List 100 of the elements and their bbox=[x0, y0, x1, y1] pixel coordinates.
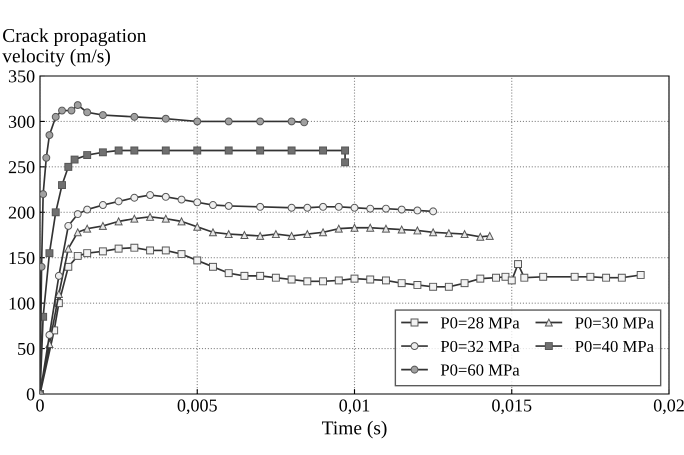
point bbox=[618, 274, 626, 282]
point bbox=[74, 228, 82, 236]
point bbox=[288, 232, 296, 240]
point bbox=[114, 197, 123, 206]
point bbox=[178, 196, 186, 204]
point bbox=[256, 202, 264, 211]
point bbox=[146, 212, 154, 221]
y-tick-label: 250 bbox=[8, 161, 34, 174]
point bbox=[319, 202, 328, 211]
point bbox=[256, 117, 264, 126]
point bbox=[288, 146, 296, 154]
point bbox=[64, 262, 72, 271]
point bbox=[350, 224, 358, 232]
point bbox=[319, 146, 328, 154]
point bbox=[162, 146, 170, 154]
point bbox=[114, 244, 123, 253]
point bbox=[45, 330, 54, 339]
y-tick-label: 0 bbox=[26, 388, 34, 400]
point bbox=[83, 108, 92, 116]
point bbox=[256, 146, 264, 154]
point bbox=[240, 231, 248, 239]
y-tick-label: 50 bbox=[18, 342, 34, 356]
point bbox=[398, 279, 406, 288]
point bbox=[45, 249, 54, 258]
point bbox=[130, 194, 138, 202]
x-axis-title: Time (s) bbox=[322, 420, 387, 438]
point bbox=[300, 118, 308, 126]
point bbox=[98, 148, 107, 156]
point bbox=[74, 101, 82, 110]
point bbox=[366, 276, 374, 284]
point bbox=[272, 274, 280, 282]
point bbox=[460, 230, 469, 238]
y-tick-label: 350 bbox=[8, 70, 34, 82]
point bbox=[224, 117, 233, 126]
point bbox=[209, 262, 217, 271]
point bbox=[130, 244, 138, 252]
point bbox=[319, 277, 328, 286]
point bbox=[602, 274, 610, 282]
point bbox=[350, 274, 358, 283]
point bbox=[272, 230, 280, 238]
point bbox=[350, 204, 358, 212]
point bbox=[42, 154, 50, 162]
point bbox=[334, 224, 343, 233]
point bbox=[256, 232, 264, 240]
point bbox=[130, 112, 138, 121]
point bbox=[193, 198, 202, 206]
legend-label: P0=32 MPa bbox=[440, 340, 520, 352]
point bbox=[334, 276, 343, 284]
point bbox=[98, 222, 107, 230]
point bbox=[40, 190, 48, 198]
point bbox=[398, 206, 406, 214]
point bbox=[98, 111, 107, 120]
point bbox=[45, 131, 54, 140]
point bbox=[429, 207, 438, 216]
point bbox=[52, 208, 60, 216]
point bbox=[83, 151, 92, 160]
point bbox=[460, 279, 469, 288]
point bbox=[64, 162, 72, 171]
y-axis-title: Crack propagation velocity (m/s) bbox=[2, 28, 146, 66]
point bbox=[178, 250, 186, 258]
point bbox=[52, 112, 60, 121]
point bbox=[58, 106, 66, 114]
point bbox=[502, 272, 510, 281]
point bbox=[83, 249, 92, 258]
point bbox=[382, 276, 390, 284]
point bbox=[224, 269, 233, 278]
point bbox=[64, 244, 72, 253]
point bbox=[224, 230, 233, 238]
x-tick-label: 0,015 bbox=[492, 399, 532, 414]
point bbox=[429, 282, 438, 291]
point bbox=[114, 146, 123, 154]
point bbox=[303, 277, 312, 286]
point bbox=[288, 117, 296, 126]
point bbox=[209, 201, 217, 209]
point bbox=[366, 204, 374, 213]
point bbox=[64, 222, 72, 230]
point bbox=[224, 202, 233, 210]
point bbox=[58, 181, 66, 189]
point bbox=[67, 106, 76, 114]
point bbox=[162, 214, 170, 223]
point bbox=[130, 214, 138, 223]
point bbox=[341, 146, 350, 154]
point bbox=[83, 224, 92, 233]
point bbox=[382, 224, 390, 233]
point bbox=[209, 228, 217, 236]
y-tick-label: 300 bbox=[8, 116, 34, 128]
y-tick-label: 200 bbox=[8, 206, 34, 219]
point bbox=[162, 246, 170, 254]
point bbox=[539, 272, 548, 281]
point bbox=[178, 217, 186, 226]
point bbox=[114, 217, 123, 226]
point bbox=[288, 204, 296, 212]
legend-label: P0=60 MPa bbox=[440, 364, 520, 376]
point bbox=[570, 272, 579, 281]
point bbox=[476, 274, 484, 283]
point bbox=[413, 281, 422, 289]
point bbox=[98, 247, 107, 256]
point bbox=[303, 230, 312, 238]
point bbox=[334, 202, 343, 211]
point bbox=[586, 272, 594, 281]
